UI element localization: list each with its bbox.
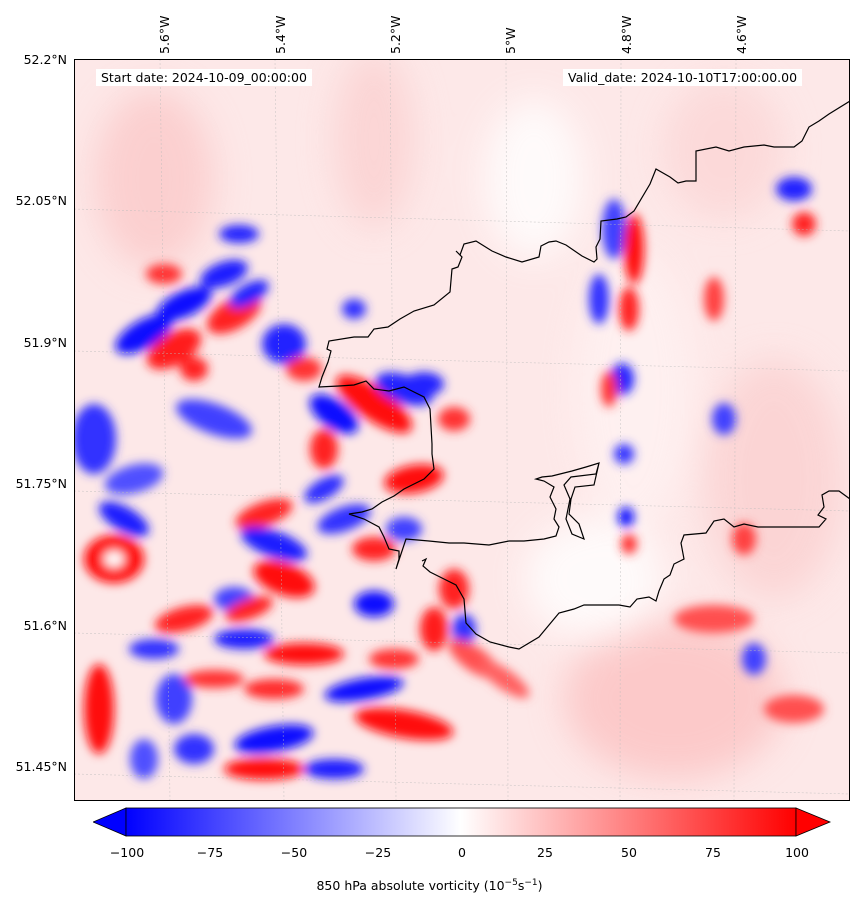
lon-tick-label: 5.6°W xyxy=(157,15,172,55)
vorticity-map xyxy=(74,59,850,801)
colorbar xyxy=(93,807,832,837)
colorbar-tick-label: 100 xyxy=(785,845,809,860)
lat-tick-label: 51.6°N xyxy=(23,618,67,633)
lon-tick-label: 5.4°W xyxy=(273,15,288,55)
colorbar-tick-label: 25 xyxy=(537,845,553,860)
colorbar-label: 850 hPa absolute vorticity (10−5s−1) xyxy=(316,878,543,894)
valid-date-label: Valid_date: 2024-10-10T17:00:00.00 xyxy=(563,69,803,86)
lat-tick-label: 51.45°N xyxy=(15,759,67,774)
colorbar-tick-label: 0 xyxy=(458,845,466,860)
colorbar-tick-label: −50 xyxy=(280,845,308,860)
lat-tick-label: 51.9°N xyxy=(23,335,67,350)
colorbar-tick-label: 75 xyxy=(705,845,721,860)
lon-tick-label: 4.8°W xyxy=(619,15,634,55)
lat-tick-label: 51.75°N xyxy=(15,476,67,491)
colorbar-tick-label: −100 xyxy=(109,845,145,860)
colorbar-tick-label: −25 xyxy=(364,845,392,860)
start-date-label: Start date: 2024-10-09_00:00:00 xyxy=(96,69,312,86)
lon-tick-label: 5.2°W xyxy=(388,15,403,55)
lat-tick-label: 52.05°N xyxy=(15,193,67,208)
colorbar-tick-label: −75 xyxy=(196,845,224,860)
lat-tick-label: 52.2°N xyxy=(23,52,67,67)
lon-tick-label: 5°W xyxy=(503,27,518,54)
colorbar-tick-label: 50 xyxy=(621,845,637,860)
lon-tick-label: 4.6°W xyxy=(734,15,749,55)
